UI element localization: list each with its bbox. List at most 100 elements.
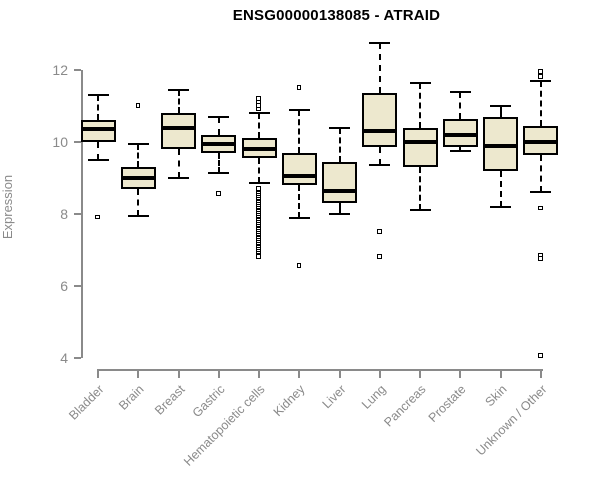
- whisker-lower-hematopoietic-cells: [258, 158, 261, 184]
- whisker-lower-pancreas: [419, 167, 422, 211]
- whisker-lower-skin: [499, 170, 502, 207]
- whisker-upper-gastric: [217, 116, 220, 135]
- whisker-cap-upper-skin: [490, 105, 512, 107]
- whisker-cap-lower-breast: [168, 177, 190, 179]
- outlier-brain: [135, 103, 141, 108]
- median-liver: [322, 188, 358, 193]
- outlier-unknown-other: [538, 256, 543, 261]
- whisker-cap-lower-lung: [369, 164, 391, 167]
- whisker-upper-skin: [499, 106, 502, 117]
- y-axis-tick: [74, 213, 81, 215]
- box-breast: [161, 113, 197, 150]
- whisker-lower-brain: [137, 188, 140, 216]
- y-axis-line: [81, 70, 83, 358]
- whisker-upper-kidney: [298, 109, 301, 153]
- whisker-upper-lung: [378, 43, 381, 94]
- median-prostate: [442, 132, 478, 137]
- whisker-cap-upper-hematopoietic-cells: [248, 112, 270, 115]
- x-axis-tick: [459, 371, 462, 378]
- outlier-kidney: [296, 85, 302, 90]
- x-axis-tick: [298, 371, 301, 378]
- y-axis-tick: [74, 285, 81, 287]
- box-liver: [322, 161, 358, 204]
- y-tick-label: 8: [60, 206, 68, 222]
- median-gastric: [201, 141, 237, 146]
- outlier-unknown-other: [538, 205, 543, 211]
- median-lung: [362, 129, 398, 134]
- whisker-cap-upper-pancreas: [409, 81, 431, 84]
- whisker-lower-liver: [338, 203, 341, 214]
- median-brain: [120, 176, 156, 180]
- outlier-kidney: [296, 263, 302, 268]
- whisker-lower-kidney: [298, 185, 301, 218]
- x-axis-tick: [338, 371, 341, 378]
- box-kidney: [281, 152, 317, 186]
- y-tick-label: 4: [60, 350, 68, 366]
- whisker-upper-breast: [177, 89, 180, 114]
- whisker-cap-lower-prostate: [449, 150, 471, 152]
- x-axis-tick: [539, 371, 542, 378]
- median-hematopoietic-cells: [241, 147, 277, 152]
- whisker-cap-upper-gastric: [208, 115, 230, 118]
- y-tick-label: 6: [60, 278, 68, 294]
- whisker-upper-bladder: [97, 95, 99, 121]
- whisker-cap-upper-unknown-other: [530, 79, 552, 82]
- outlier-gastric: [216, 191, 221, 196]
- whisker-cap-lower-unknown-other: [530, 191, 552, 194]
- whisker-cap-lower-brain: [127, 214, 149, 217]
- outlier-lung: [377, 254, 382, 259]
- x-axis-tick: [258, 371, 261, 378]
- median-pancreas: [402, 140, 438, 144]
- outlier-bladder: [95, 214, 100, 220]
- whisker-upper-hematopoietic-cells: [258, 113, 261, 139]
- whisker-cap-lower-kidney: [288, 216, 310, 219]
- whisker-lower-gastric: [217, 152, 220, 173]
- whisker-cap-lower-pancreas: [409, 209, 431, 212]
- y-axis-tick: [74, 357, 81, 359]
- y-axis-tick: [74, 141, 81, 143]
- whisker-cap-lower-gastric: [208, 171, 230, 174]
- x-axis-tick: [378, 371, 381, 378]
- outlier-unknown-other: [538, 353, 543, 358]
- x-axis-tick: [137, 371, 140, 378]
- x-axis-tick: [97, 371, 99, 378]
- whisker-upper-pancreas: [419, 82, 422, 128]
- whisker-cap-upper-breast: [168, 88, 190, 91]
- box-pancreas: [402, 127, 438, 168]
- chart-title: ENSG00000138085 - ATRAID: [232, 7, 441, 24]
- x-axis-line: [97, 369, 543, 371]
- box-lung: [362, 93, 398, 148]
- outlier-unknown-other: [538, 69, 543, 74]
- y-tick-label: 10: [52, 134, 68, 150]
- whisker-cap-upper-brain: [127, 142, 149, 145]
- median-skin: [483, 143, 519, 148]
- median-kidney: [281, 174, 317, 179]
- whisker-cap-lower-hematopoietic-cells: [248, 182, 270, 185]
- outlier-hematopoietic-cells: [256, 106, 261, 112]
- whisker-lower-prostate: [459, 147, 462, 151]
- whisker-cap-lower-bladder: [87, 159, 109, 161]
- whisker-lower-bladder: [97, 142, 99, 160]
- median-breast: [161, 125, 197, 130]
- x-axis-tick: [217, 371, 220, 378]
- whisker-cap-upper-bladder: [87, 94, 109, 97]
- y-axis-tick: [74, 69, 81, 71]
- x-axis-tick: [499, 371, 502, 378]
- y-axis-label: Expression: [0, 174, 15, 240]
- x-axis-tick: [177, 371, 180, 378]
- median-unknown-other: [523, 140, 559, 144]
- whisker-cap-upper-prostate: [449, 90, 471, 93]
- whisker-cap-lower-liver: [329, 213, 351, 215]
- whisker-lower-breast: [177, 149, 180, 178]
- outlier-unknown-other: [538, 74, 543, 79]
- whisker-cap-upper-lung: [369, 42, 391, 44]
- whisker-upper-liver: [338, 127, 341, 162]
- whisker-upper-prostate: [459, 91, 462, 119]
- y-tick-label: 12: [52, 62, 68, 78]
- x-axis-tick: [419, 371, 422, 378]
- whisker-upper-brain: [137, 143, 140, 168]
- whisker-cap-lower-skin: [490, 205, 512, 208]
- outlier-hematopoietic-cells: [256, 254, 261, 259]
- whisker-lower-unknown-other: [539, 154, 542, 193]
